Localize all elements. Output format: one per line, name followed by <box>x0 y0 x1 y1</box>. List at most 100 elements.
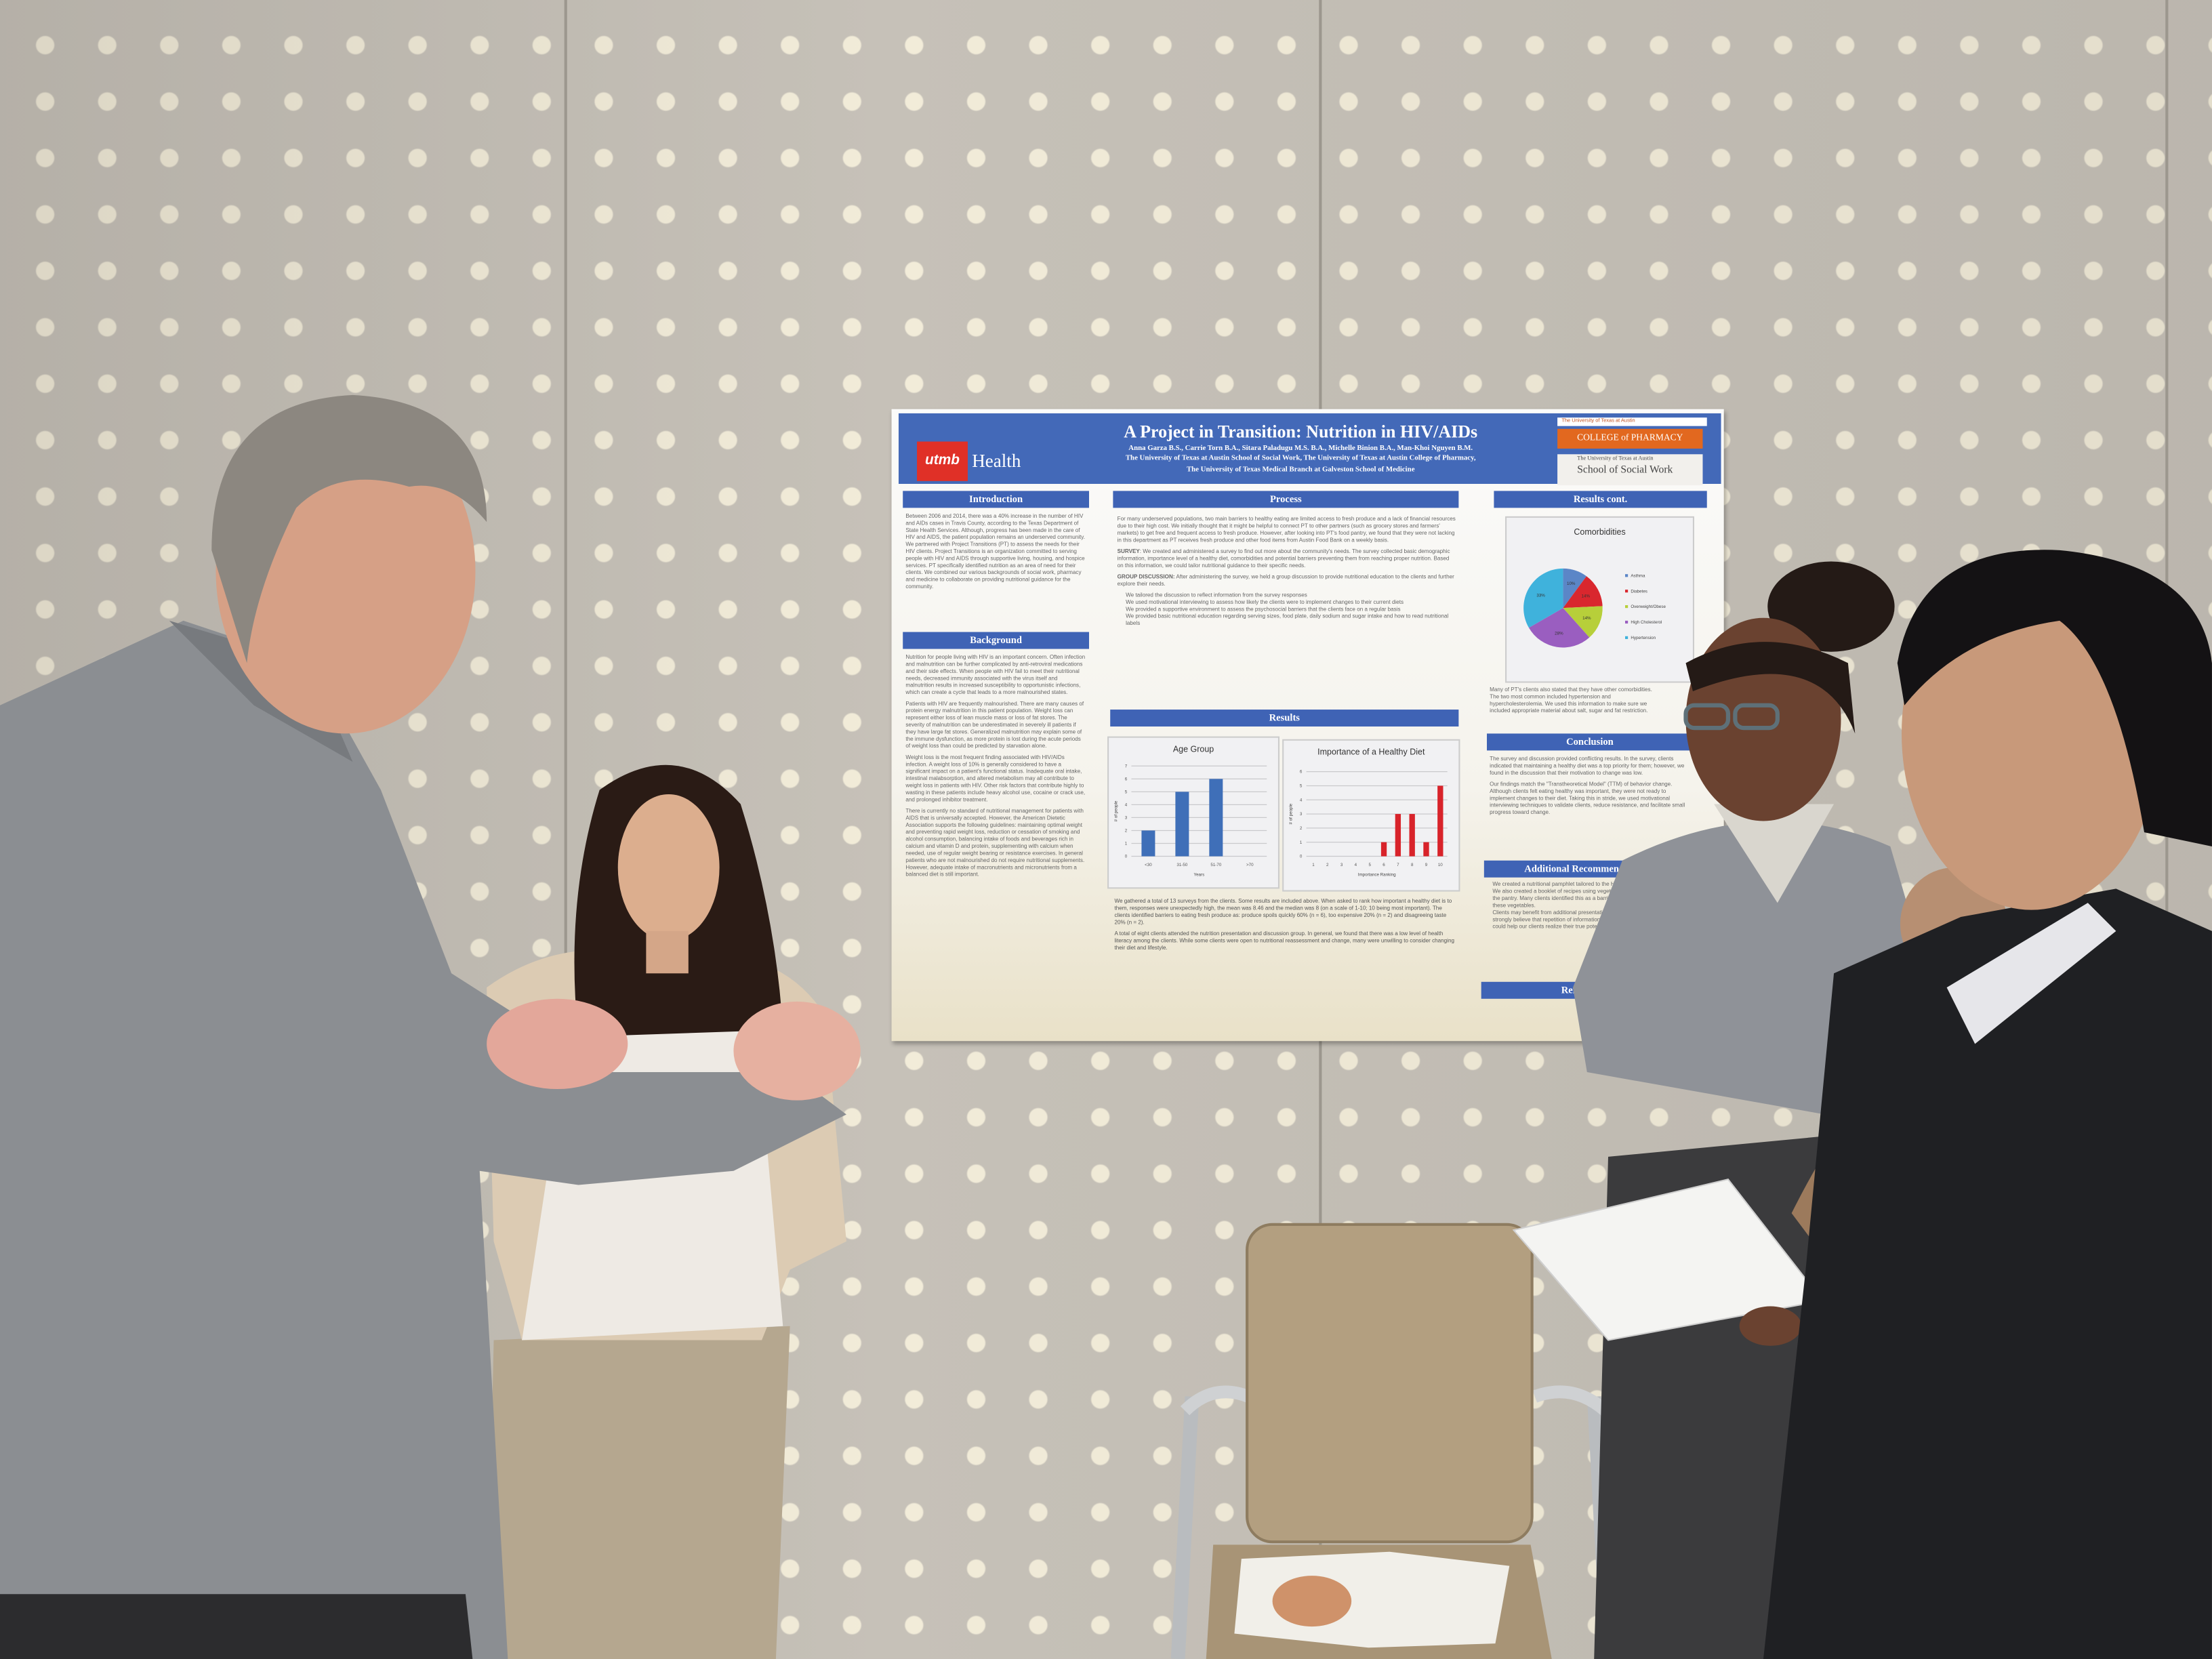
left-hand <box>487 998 628 1089</box>
person-woman-presenter <box>487 764 846 1659</box>
y-tick-label: 7 <box>1125 764 1128 769</box>
x-tick-label: 31-50 <box>1176 863 1187 867</box>
legend-swatch <box>1625 574 1629 577</box>
affiliation-line-2: The University of Texas Medical Branch a… <box>1186 465 1415 474</box>
healthy-diet-chart-plot: 0 1 2 3 4 5 6 1 2 3 4 5 6 7 8 9 10 Importance Ranking # of… <box>1289 770 1448 878</box>
person-man-gray-jacket <box>0 394 861 1659</box>
y-tick-label: 5 <box>1300 784 1303 789</box>
process-text: For many underserved populations, two ma… <box>1118 515 1456 705</box>
legend-label: High Cholesterol <box>1631 620 1662 625</box>
pie-slice <box>1563 606 1603 638</box>
conclusion-paragraph: The survey and discussion provided confl… <box>1490 754 1685 776</box>
y-tick-label: 4 <box>1300 798 1303 802</box>
ssw-logo-bottom: School of Social Work <box>1577 462 1673 476</box>
y-tick-label: 2 <box>1125 829 1128 834</box>
recommendation-bullet: Clients may benefit from additional pres… <box>1492 909 1681 930</box>
bar <box>1380 842 1387 857</box>
y-tick-label: 0 <box>1125 855 1128 859</box>
bar <box>1141 830 1155 857</box>
x-tick-label: 3 <box>1340 863 1343 867</box>
plaid-shirt-collar <box>1946 903 2116 1044</box>
pie-slice <box>1528 608 1590 648</box>
introduction-heading: Introduction <box>903 491 1089 508</box>
chair <box>1170 1223 1616 1659</box>
comorbidities-chart: Comorbidities 10% Asthma 14% Diabetes 14% Ove… <box>1505 516 1695 683</box>
chair-back <box>1247 1224 1532 1542</box>
bar <box>1423 842 1429 857</box>
y-tick-label: 6 <box>1125 777 1128 781</box>
group-discussion-paragraph: GROUP DISCUSSION: After administering th… <box>1118 573 1456 587</box>
legend-label: Overweight/Obese <box>1631 605 1666 609</box>
pie-slice <box>1523 568 1563 628</box>
survey-text: : We created and administered a survey t… <box>1117 547 1450 569</box>
hand <box>1739 1306 1802 1346</box>
necklace <box>1714 804 1835 903</box>
bar <box>1395 814 1401 857</box>
pamphlet-illustration <box>1272 1576 1352 1627</box>
pie-slice <box>1563 568 1586 609</box>
glasses <box>1683 703 1731 731</box>
right-hand <box>733 1001 861 1101</box>
y-tick-label: 4 <box>1125 802 1128 807</box>
y-tick-label: 3 <box>1125 816 1128 821</box>
dark-pants <box>0 1594 473 1659</box>
pie-slice-label: 28% <box>1555 632 1563 636</box>
x-tick-label: 51-70 <box>1210 863 1221 867</box>
age-group-chart: Age Group 0 1 2 3 4 5 6 7 <30 31-50 51-70 >70 Years #… <box>1107 736 1280 889</box>
y-tick-label: 1 <box>1125 842 1128 846</box>
introduction-text: Between 2006 and 2014, there was a 40% i… <box>905 512 1086 626</box>
y-axis-label: # of people <box>1289 803 1294 824</box>
pie-slice-label: 14% <box>1582 616 1591 621</box>
process-bullet: We provided basic nutritional education … <box>1126 612 1456 626</box>
x-tick-label: 1 <box>1312 863 1315 867</box>
recommendations-text: We created a nutritional pamphlet tailor… <box>1484 880 1681 977</box>
poster-header: utmb Health A Project in Transition: Nut… <box>898 413 1721 486</box>
x-tick-label: 9 <box>1425 863 1428 867</box>
process-heading: Process <box>1113 491 1459 508</box>
pie-slice <box>1563 576 1603 609</box>
process-bullet: We provided a supportive environment to … <box>1126 605 1456 612</box>
legend-swatch <box>1625 636 1629 639</box>
chart-title: Comorbidities <box>1574 529 1626 538</box>
legend-swatch <box>1625 590 1629 593</box>
background-text: Nutrition for people living with HIV is … <box>905 653 1086 1037</box>
wall-panel-seam <box>564 0 567 1659</box>
bar <box>1409 814 1415 857</box>
face <box>617 794 720 941</box>
recommendation-bullet: We also created a booklet of recipes usi… <box>1492 887 1681 908</box>
affiliation-line-1: The University of Texas at Austin School… <box>1125 454 1476 464</box>
legend-label: Diabetes <box>1631 589 1647 594</box>
research-poster: utmb Health A Project in Transition: Nut… <box>891 409 1724 1042</box>
utmb-logo: utmb <box>917 441 968 481</box>
author-list: Anna Garza B.S., Carrie Torn B.A., Sitar… <box>1128 444 1473 453</box>
legend-swatch <box>1625 605 1629 609</box>
y-tick-label: 0 <box>1300 855 1303 859</box>
y-axis-label: # of people <box>1114 800 1119 821</box>
age-group-chart-plot: 0 1 2 3 4 5 6 7 <30 31-50 51-70 >70 Years # of people <box>1114 764 1267 878</box>
process-bullet: We tailored the discussion to reflect in… <box>1126 591 1456 598</box>
x-tick-label: >70 <box>1246 863 1254 867</box>
bar <box>1209 779 1223 857</box>
y-tick-label: 5 <box>1125 790 1128 794</box>
x-tick-label: 5 <box>1368 863 1371 867</box>
chair-back-edge <box>1246 1223 1534 1544</box>
chart-title: Age Group <box>1172 746 1214 755</box>
bar <box>1437 785 1443 857</box>
bar <box>1175 792 1189 857</box>
chart-title: Importance of a Healthy Diet <box>1317 749 1425 758</box>
process-bullet: We used motivational interviewing to ass… <box>1126 598 1456 605</box>
person-young-man <box>1763 550 2212 1659</box>
black-coat <box>1763 888 2212 1659</box>
poster-title: A Project in Transition: Nutrition in HI… <box>1124 422 1478 442</box>
x-tick-label: 8 <box>1411 863 1414 867</box>
pie-slice-label: 10% <box>1567 581 1576 586</box>
conclusion-paragraph: Our findings match the "Transtheoretical… <box>1490 780 1685 816</box>
x-tick-label: <30 <box>1145 863 1152 867</box>
y-tick-label: 3 <box>1300 812 1303 817</box>
x-tick-label: 6 <box>1382 863 1385 867</box>
results-heading: Results <box>1110 710 1459 727</box>
background-heading: Background <box>903 632 1089 649</box>
process-bullets: We tailored the discussion to reflect in… <box>1118 591 1456 626</box>
